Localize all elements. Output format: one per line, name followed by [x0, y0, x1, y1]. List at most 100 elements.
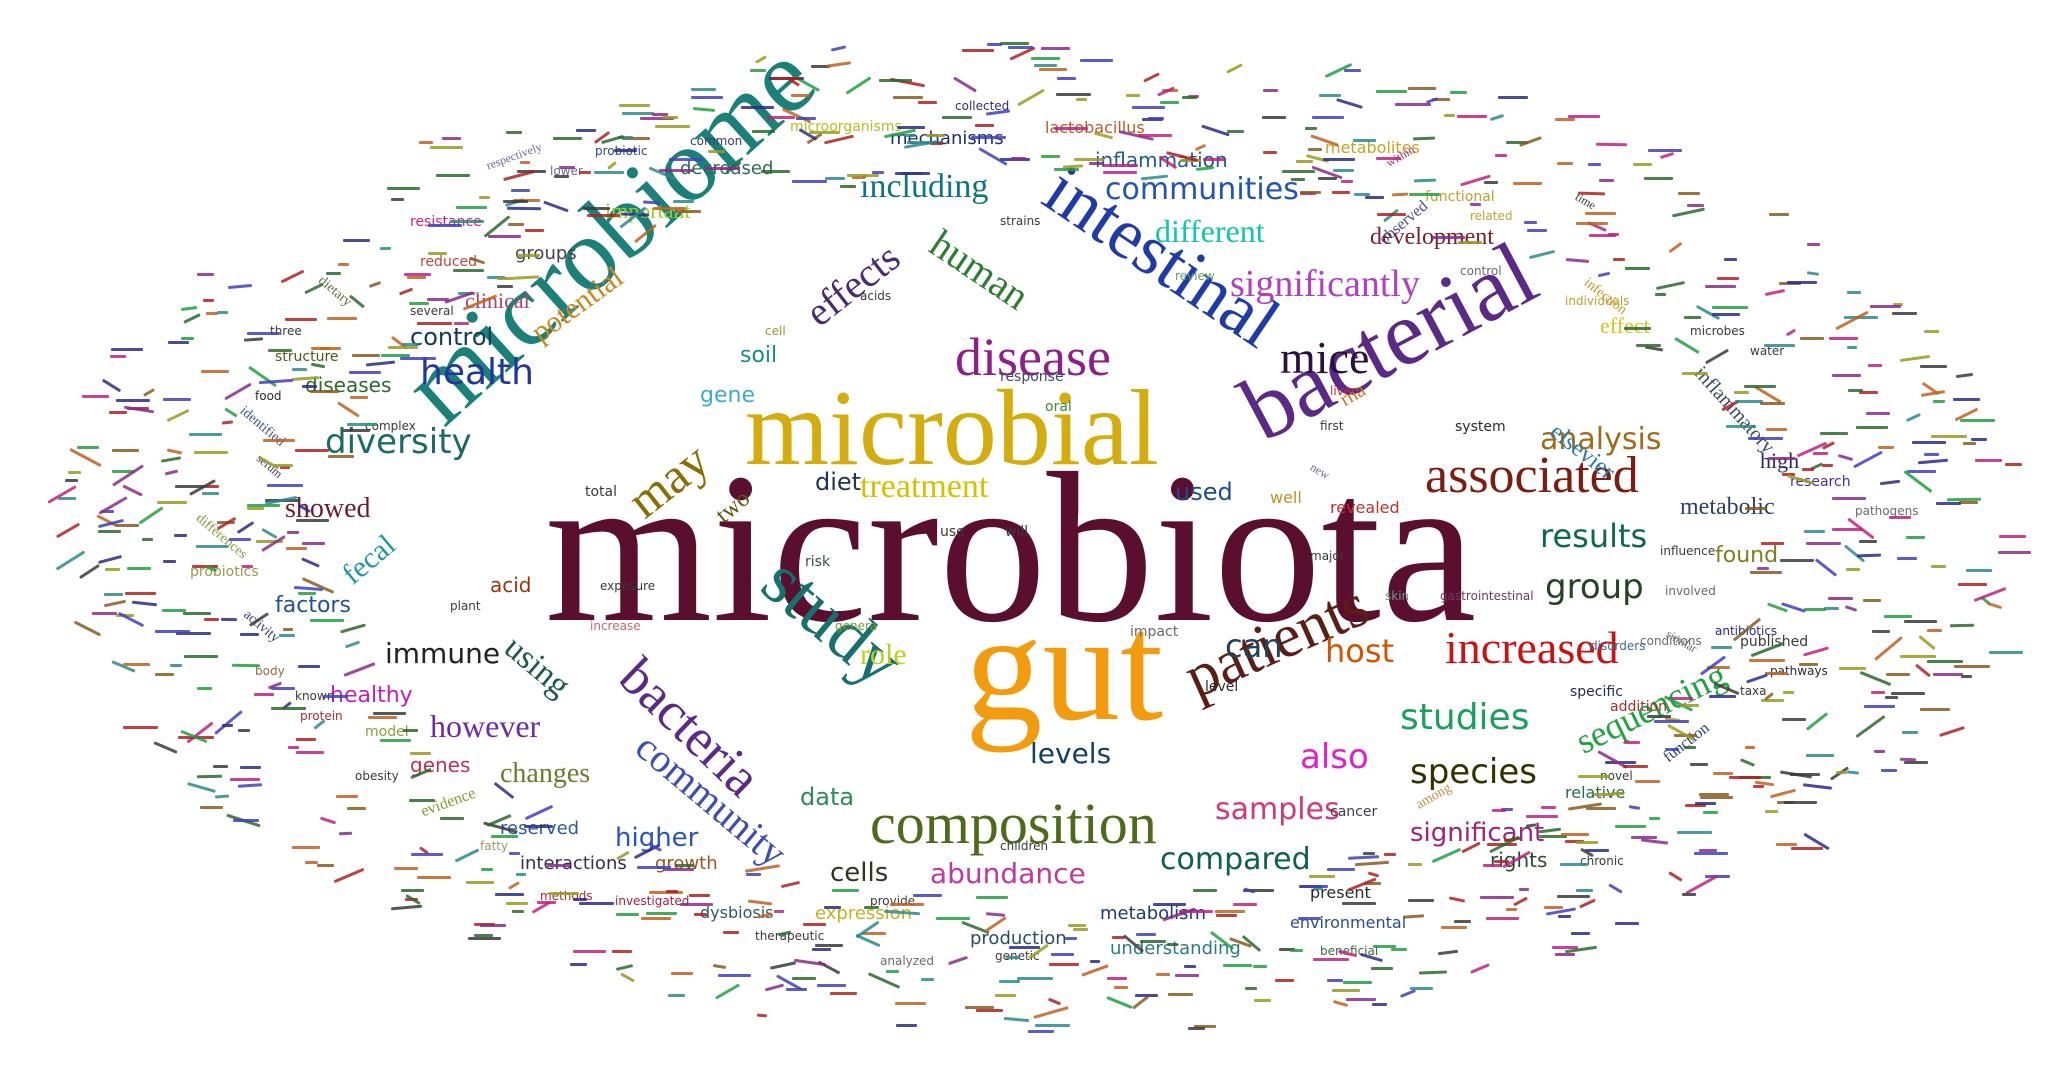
- small-word-mark: [1924, 453, 1939, 456]
- small-word-mark: [143, 388, 155, 397]
- small-word-mark: [407, 276, 426, 279]
- small-word-mark: [1041, 155, 1060, 158]
- small-word-mark: [691, 88, 716, 91]
- small-word-mark: [1855, 715, 1886, 738]
- small-word-mark: [594, 171, 624, 174]
- word: protein: [300, 709, 343, 723]
- small-word-mark: [286, 547, 307, 550]
- small-word-mark: [1712, 313, 1740, 316]
- small-word-mark: [1524, 221, 1537, 224]
- small-word-mark: [1483, 864, 1501, 867]
- small-word-mark: [852, 176, 865, 179]
- small-word-mark: [1889, 516, 1911, 519]
- small-word-mark: [890, 903, 924, 906]
- small-word-mark: [791, 94, 810, 97]
- small-word-mark: [1527, 229, 1547, 232]
- small-word-mark: [468, 937, 501, 940]
- small-word-mark: [1744, 385, 1776, 388]
- small-word-mark: [197, 273, 214, 276]
- small-word-mark: [1699, 793, 1729, 796]
- small-word-mark: [1318, 177, 1337, 180]
- small-word-mark: [1080, 59, 1113, 62]
- small-word-mark: [1906, 412, 1921, 423]
- small-word-mark: [1761, 699, 1784, 702]
- small-word-mark: [793, 958, 827, 967]
- small-word-mark: [1768, 457, 1795, 460]
- small-word-mark: [1103, 171, 1137, 174]
- small-word-mark: [662, 116, 678, 119]
- small-word-mark: [978, 147, 1008, 166]
- small-word-mark: [125, 592, 156, 595]
- small-word-mark: [184, 655, 218, 658]
- small-word-mark: [1682, 372, 1708, 375]
- small-word-mark: [1953, 398, 1980, 401]
- small-word-mark: [640, 117, 674, 120]
- small-word-mark: [1332, 989, 1360, 992]
- small-word-mark: [1346, 998, 1376, 1001]
- small-word-mark: [1709, 695, 1736, 698]
- small-word-mark: [1054, 168, 1079, 171]
- small-word-mark: [419, 141, 433, 144]
- word: system: [1455, 419, 1506, 435]
- small-word-mark: [1966, 569, 1992, 572]
- small-word-mark: [115, 524, 139, 527]
- small-word-mark: [1684, 746, 1696, 749]
- small-word-mark: [1776, 843, 1797, 846]
- word: well: [1270, 488, 1302, 507]
- small-word-mark: [1376, 157, 1401, 160]
- small-word-mark: [669, 158, 703, 161]
- small-word-mark: [1695, 802, 1716, 805]
- small-word-mark: [1700, 796, 1733, 799]
- small-word-mark: [895, 1002, 926, 1005]
- word: gastrointestinal: [1440, 589, 1534, 603]
- small-word-mark: [1685, 804, 1706, 807]
- word: several: [410, 304, 454, 318]
- small-word-mark: [1377, 213, 1406, 216]
- small-word-mark: [1332, 999, 1349, 1008]
- small-word-mark: [1668, 697, 1693, 700]
- small-word-mark: [948, 955, 968, 966]
- word: response: [1000, 369, 1064, 385]
- small-word-mark: [1615, 922, 1639, 925]
- small-word-mark: [1899, 354, 1931, 363]
- small-word-mark: [1290, 949, 1303, 952]
- small-word-mark: [68, 471, 81, 474]
- small-word-mark: [1552, 946, 1578, 949]
- word: changes: [500, 758, 591, 789]
- small-word-mark: [380, 739, 411, 742]
- small-word-mark: [1856, 553, 1882, 558]
- small-word-mark: [310, 619, 344, 622]
- small-word-mark: [1859, 391, 1878, 394]
- small-word-mark: [1659, 152, 1675, 159]
- small-word-mark: [897, 126, 925, 129]
- small-word-mark: [1216, 914, 1237, 917]
- small-word-mark: [1734, 391, 1749, 394]
- small-word-mark: [1912, 441, 1946, 444]
- word: composition: [870, 791, 1157, 856]
- small-word-mark: [1832, 528, 1863, 531]
- word: used: [1175, 478, 1233, 506]
- small-word-mark: [305, 861, 318, 864]
- small-word-mark: [1891, 692, 1925, 695]
- word: analyzed: [880, 954, 935, 968]
- small-word-mark: [1746, 673, 1768, 684]
- small-word-mark: [403, 729, 418, 732]
- small-word-mark: [206, 312, 218, 315]
- small-word-mark: [614, 149, 637, 152]
- small-word-mark: [404, 273, 431, 276]
- small-word-mark: [1526, 815, 1558, 818]
- small-word-mark: [347, 807, 366, 810]
- word: chronic: [1580, 854, 1624, 868]
- small-word-mark: [612, 950, 632, 953]
- small-word-mark: [1690, 763, 1708, 766]
- small-word-mark: [1885, 696, 1898, 699]
- word: pathogens: [1855, 504, 1919, 518]
- word: studies: [1400, 697, 1530, 738]
- small-word-mark: [1495, 154, 1507, 157]
- small-word-mark: [1047, 997, 1062, 1006]
- small-word-mark: [1685, 874, 1719, 895]
- small-word-mark: [201, 370, 229, 373]
- small-word-mark: [98, 530, 121, 533]
- small-word-mark: [1973, 587, 2007, 602]
- small-word-mark: [168, 341, 189, 344]
